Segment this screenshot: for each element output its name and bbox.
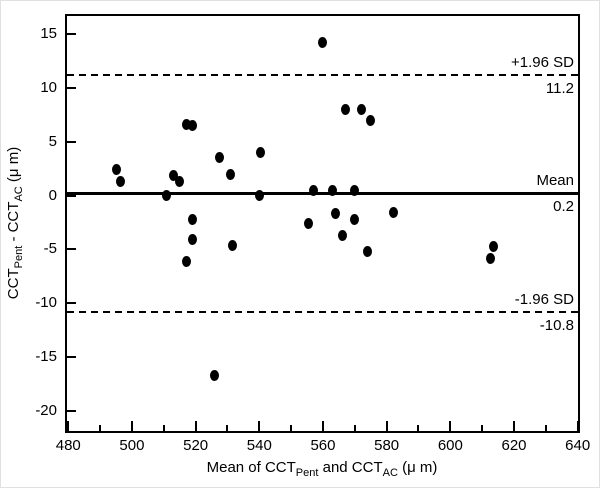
y-tick-label: -15 — [35, 347, 57, 365]
data-point — [181, 119, 191, 131]
data-point — [485, 253, 495, 265]
axis-label-text: Mean of CCT — [206, 459, 296, 476]
data-point — [328, 184, 338, 196]
x-tick-label: 600 — [437, 437, 463, 454]
data-point — [226, 168, 236, 180]
data-point — [254, 190, 264, 202]
reference-line-label-below: 11.2 — [545, 80, 574, 98]
x-tick-minor — [417, 425, 420, 431]
reference-line-label-above: +1.96 SD — [511, 54, 574, 72]
y-tick-label: 5 — [48, 132, 57, 150]
y-tick-major — [67, 355, 76, 358]
data-point — [356, 104, 366, 116]
y-tick-label: 15 — [40, 25, 57, 43]
y-tick-label: -5 — [43, 240, 57, 258]
data-point — [256, 147, 266, 159]
data-point — [304, 218, 314, 229]
data-point — [111, 164, 121, 176]
x-tick-major — [194, 421, 197, 431]
axis-label-text: - CCT — [5, 201, 22, 246]
x-tick-label: 620 — [501, 437, 527, 454]
data-point — [350, 184, 360, 196]
axis-label-subscript: AC — [13, 186, 25, 202]
data-point — [162, 190, 172, 202]
plot-area: +1.96 SD 11.2 Mean 0.2 -1.96 SD -10.8 — [65, 14, 580, 433]
reference-line-label-above: -1.96 SD — [514, 290, 574, 308]
x-axis-label: Mean of CCTPent and CCTAC (μ m) — [207, 459, 438, 479]
y-tick-major — [67, 302, 76, 305]
y-tick-major — [67, 140, 76, 143]
reference-line-label-below: -10.8 — [539, 316, 574, 334]
axis-label-text: (μ m) — [397, 459, 438, 476]
y-tick-major — [67, 248, 76, 251]
reference-line-label-above: Mean — [536, 172, 574, 190]
x-tick-major — [385, 421, 388, 431]
reference-line-label-below: 0.2 — [553, 198, 574, 216]
x-tick-label: 640 — [565, 437, 591, 454]
x-tick-major — [130, 421, 133, 431]
data-point — [168, 169, 178, 181]
axis-label-subscript: AC — [382, 467, 398, 479]
x-tick-minor — [353, 425, 356, 431]
data-point — [175, 176, 185, 188]
axis-label-subscript: Pent — [295, 467, 319, 479]
y-tick-label: -20 — [35, 401, 57, 419]
data-point — [488, 240, 498, 252]
data-point — [308, 184, 318, 196]
x-tick-minor — [226, 425, 229, 431]
data-point — [350, 213, 360, 225]
axis-label-text: and CCT — [318, 459, 383, 476]
y-tick-major — [67, 194, 76, 197]
data-point — [331, 208, 341, 220]
data-point — [210, 369, 220, 381]
axis-label-text: (μ m) — [5, 146, 22, 187]
x-tick-label: 580 — [374, 437, 400, 454]
axis-label-text: CCT — [5, 268, 22, 300]
y-axis-label: CCTPent - CCTAC (μ m) — [5, 147, 25, 299]
y-axis-tick-labels: 15 10 5 0 -5 -10 -15 -20 — [1, 16, 57, 431]
x-tick-minor — [544, 425, 547, 431]
x-tick-minor — [162, 425, 165, 431]
y-tick-major — [67, 33, 76, 36]
reference-line — [67, 192, 578, 196]
y-tick-label: 10 — [40, 79, 57, 97]
x-tick-major — [67, 421, 70, 431]
y-tick-major — [67, 87, 76, 90]
data-point — [363, 245, 373, 257]
x-tick-minor — [99, 425, 102, 431]
x-tick-label: 520 — [183, 437, 209, 454]
axis-label-subscript: Pent — [13, 245, 25, 269]
x-tick-label: 480 — [55, 437, 81, 454]
x-tick-major — [258, 421, 261, 431]
x-axis-tick-labels: 480 500 520 540 560 580 600 620 640 — [56, 437, 590, 455]
data-point — [116, 176, 126, 188]
x-tick-major — [576, 421, 579, 431]
y-tick-label: -10 — [35, 294, 57, 312]
x-tick-major — [321, 421, 324, 431]
data-point — [187, 213, 197, 225]
data-point — [215, 152, 224, 164]
reference-line — [67, 310, 578, 313]
data-point — [337, 229, 347, 241]
reference-line — [67, 74, 578, 77]
x-tick-minor — [290, 425, 293, 431]
data-point — [388, 207, 398, 219]
data-point — [340, 104, 350, 116]
x-tick-label: 500 — [119, 437, 145, 454]
data-point — [366, 114, 376, 126]
data-point — [227, 239, 237, 251]
data-point — [318, 37, 328, 49]
x-tick-label: 560 — [310, 437, 336, 454]
data-point — [187, 120, 197, 132]
x-tick-label: 540 — [246, 437, 272, 454]
y-tick-major — [67, 409, 76, 412]
y-tick-label: 0 — [48, 186, 57, 204]
x-tick-major — [513, 421, 515, 431]
data-point — [181, 255, 191, 267]
x-tick-major — [449, 421, 452, 431]
x-tick-minor — [481, 425, 484, 431]
data-point — [187, 234, 197, 246]
